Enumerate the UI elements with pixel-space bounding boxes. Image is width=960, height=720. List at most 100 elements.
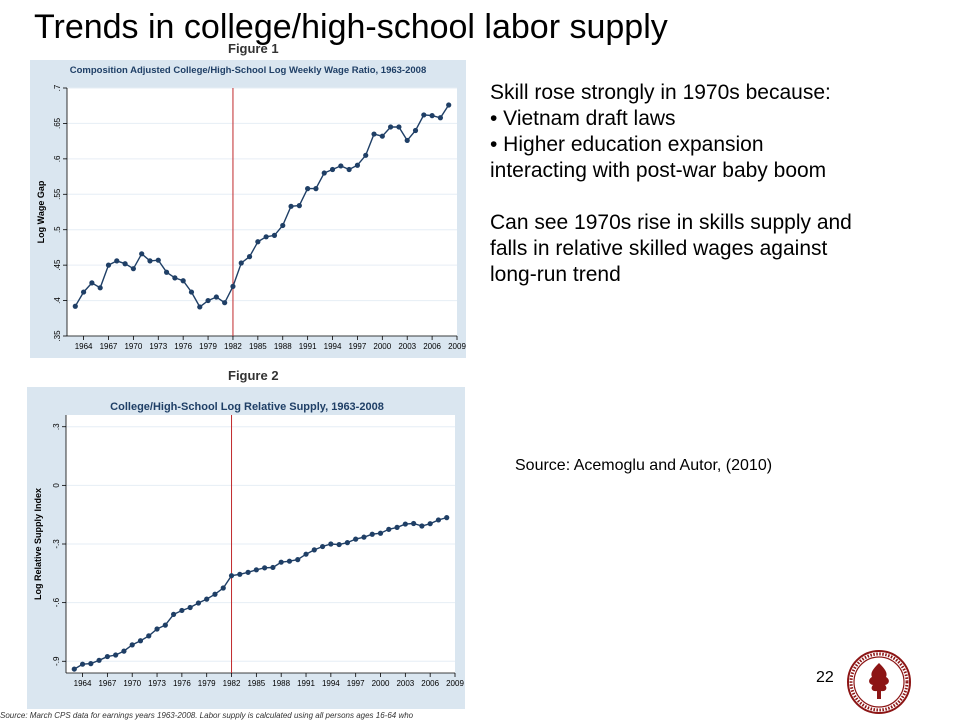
data-point bbox=[353, 536, 359, 542]
data-point bbox=[369, 531, 375, 537]
data-point bbox=[262, 565, 268, 571]
x-tick-label: 1979 bbox=[199, 342, 217, 351]
data-point bbox=[121, 648, 127, 654]
x-tick-label: 1985 bbox=[249, 342, 267, 351]
chart-title: Composition Adjusted College/High-School… bbox=[70, 65, 426, 76]
data-point bbox=[419, 523, 425, 529]
text-line: Skill rose strongly in 1970s because: bbox=[490, 81, 831, 104]
data-point bbox=[336, 541, 342, 548]
series-line bbox=[74, 104, 450, 308]
data-point bbox=[180, 278, 186, 284]
x-tick-label: 2006 bbox=[421, 679, 439, 688]
data-point bbox=[313, 186, 319, 192]
data-point bbox=[263, 234, 269, 240]
chart-1-svg: Composition Adjusted College/High-School… bbox=[36, 65, 466, 351]
data-point bbox=[89, 280, 95, 286]
x-tick-label: 1994 bbox=[324, 342, 342, 351]
data-point bbox=[163, 269, 170, 275]
stanford-seal-icon bbox=[846, 649, 912, 715]
x-tick-label: 1988 bbox=[272, 679, 290, 688]
x-tick-label: 1994 bbox=[322, 679, 340, 688]
x-tick-label: 2006 bbox=[423, 342, 441, 351]
data-point bbox=[212, 591, 218, 597]
x-tick-label: 1985 bbox=[247, 679, 265, 688]
data-point bbox=[354, 162, 361, 168]
x-tick-label: 1979 bbox=[198, 679, 216, 688]
data-point bbox=[328, 541, 334, 547]
data-point bbox=[88, 661, 94, 667]
data-point bbox=[205, 297, 211, 304]
data-point bbox=[97, 285, 103, 291]
data-point bbox=[154, 626, 160, 632]
text-line: • Higher education expansion bbox=[490, 133, 764, 156]
figure-1-wage-ratio-chart: Composition Adjusted College/High-School… bbox=[30, 60, 466, 358]
data-point bbox=[79, 661, 86, 667]
data-point bbox=[222, 300, 228, 306]
text-line: Can see 1970s rise in skills supply and bbox=[490, 211, 852, 234]
x-tick-label: 1964 bbox=[75, 342, 93, 351]
figure-footnote: Source: March CPS data for earnings year… bbox=[0, 711, 414, 720]
data-point bbox=[253, 567, 259, 573]
data-point bbox=[230, 283, 236, 289]
x-tick-label: 2003 bbox=[396, 679, 414, 688]
data-point bbox=[162, 622, 168, 628]
x-tick-label: 1982 bbox=[224, 342, 242, 351]
y-tick-label: .5 bbox=[53, 226, 62, 233]
figure-2-label: Figure 2 bbox=[228, 368, 279, 383]
x-tick-label: 1997 bbox=[349, 342, 367, 351]
data-point bbox=[396, 124, 402, 130]
data-point bbox=[197, 304, 203, 310]
data-point bbox=[321, 170, 327, 176]
y-axis-title: Log Relative Supply Index bbox=[33, 488, 43, 600]
data-point bbox=[286, 558, 293, 564]
data-point bbox=[80, 289, 87, 295]
data-point bbox=[344, 540, 351, 546]
data-point bbox=[129, 642, 135, 648]
data-point bbox=[295, 557, 301, 563]
data-point bbox=[146, 633, 152, 639]
x-tick-label: 2003 bbox=[398, 342, 416, 351]
x-tick-label: 2009 bbox=[448, 342, 466, 351]
data-point bbox=[237, 571, 243, 577]
y-tick-label: .55 bbox=[53, 188, 62, 200]
data-point bbox=[172, 275, 178, 281]
data-point bbox=[114, 258, 120, 264]
data-point bbox=[311, 547, 317, 553]
chart-title: College/High-School Log Relative Supply,… bbox=[110, 401, 384, 413]
data-point bbox=[427, 521, 433, 527]
x-tick-label: 1964 bbox=[74, 679, 92, 688]
data-point bbox=[303, 551, 309, 557]
data-point bbox=[296, 203, 302, 209]
x-tick-label: 1988 bbox=[274, 342, 292, 351]
data-point bbox=[270, 564, 276, 571]
source-citation: Source: Acemoglu and Autor, (2010) bbox=[515, 457, 773, 474]
data-point bbox=[137, 638, 144, 644]
data-point bbox=[213, 294, 219, 300]
y-tick-label: .4 bbox=[53, 297, 62, 304]
data-point bbox=[72, 303, 78, 309]
data-point bbox=[147, 258, 153, 264]
x-tick-label: 2000 bbox=[372, 679, 390, 688]
text-line: interacting with post-war baby boom bbox=[490, 159, 827, 182]
data-point bbox=[404, 137, 410, 144]
x-tick-label: 2000 bbox=[373, 342, 391, 351]
data-point bbox=[195, 600, 202, 606]
data-point bbox=[155, 257, 161, 263]
data-point bbox=[386, 526, 392, 532]
data-point bbox=[113, 652, 119, 658]
series-line bbox=[73, 516, 447, 670]
data-point bbox=[305, 186, 311, 192]
x-tick-label: 1997 bbox=[347, 679, 365, 688]
y-tick-label: -.6 bbox=[52, 597, 61, 607]
slide-title: Trends in college/high-school labor supp… bbox=[34, 8, 668, 46]
y-tick-label: .6 bbox=[53, 155, 62, 162]
x-tick-label: 1976 bbox=[174, 342, 192, 351]
data-point bbox=[278, 559, 284, 565]
data-point bbox=[437, 115, 444, 121]
figure-1-label: Figure 1 bbox=[228, 41, 279, 56]
data-point bbox=[363, 152, 369, 158]
data-point bbox=[238, 260, 244, 266]
data-point bbox=[204, 596, 210, 602]
x-tick-label: 1970 bbox=[124, 342, 142, 351]
data-point bbox=[220, 585, 226, 591]
